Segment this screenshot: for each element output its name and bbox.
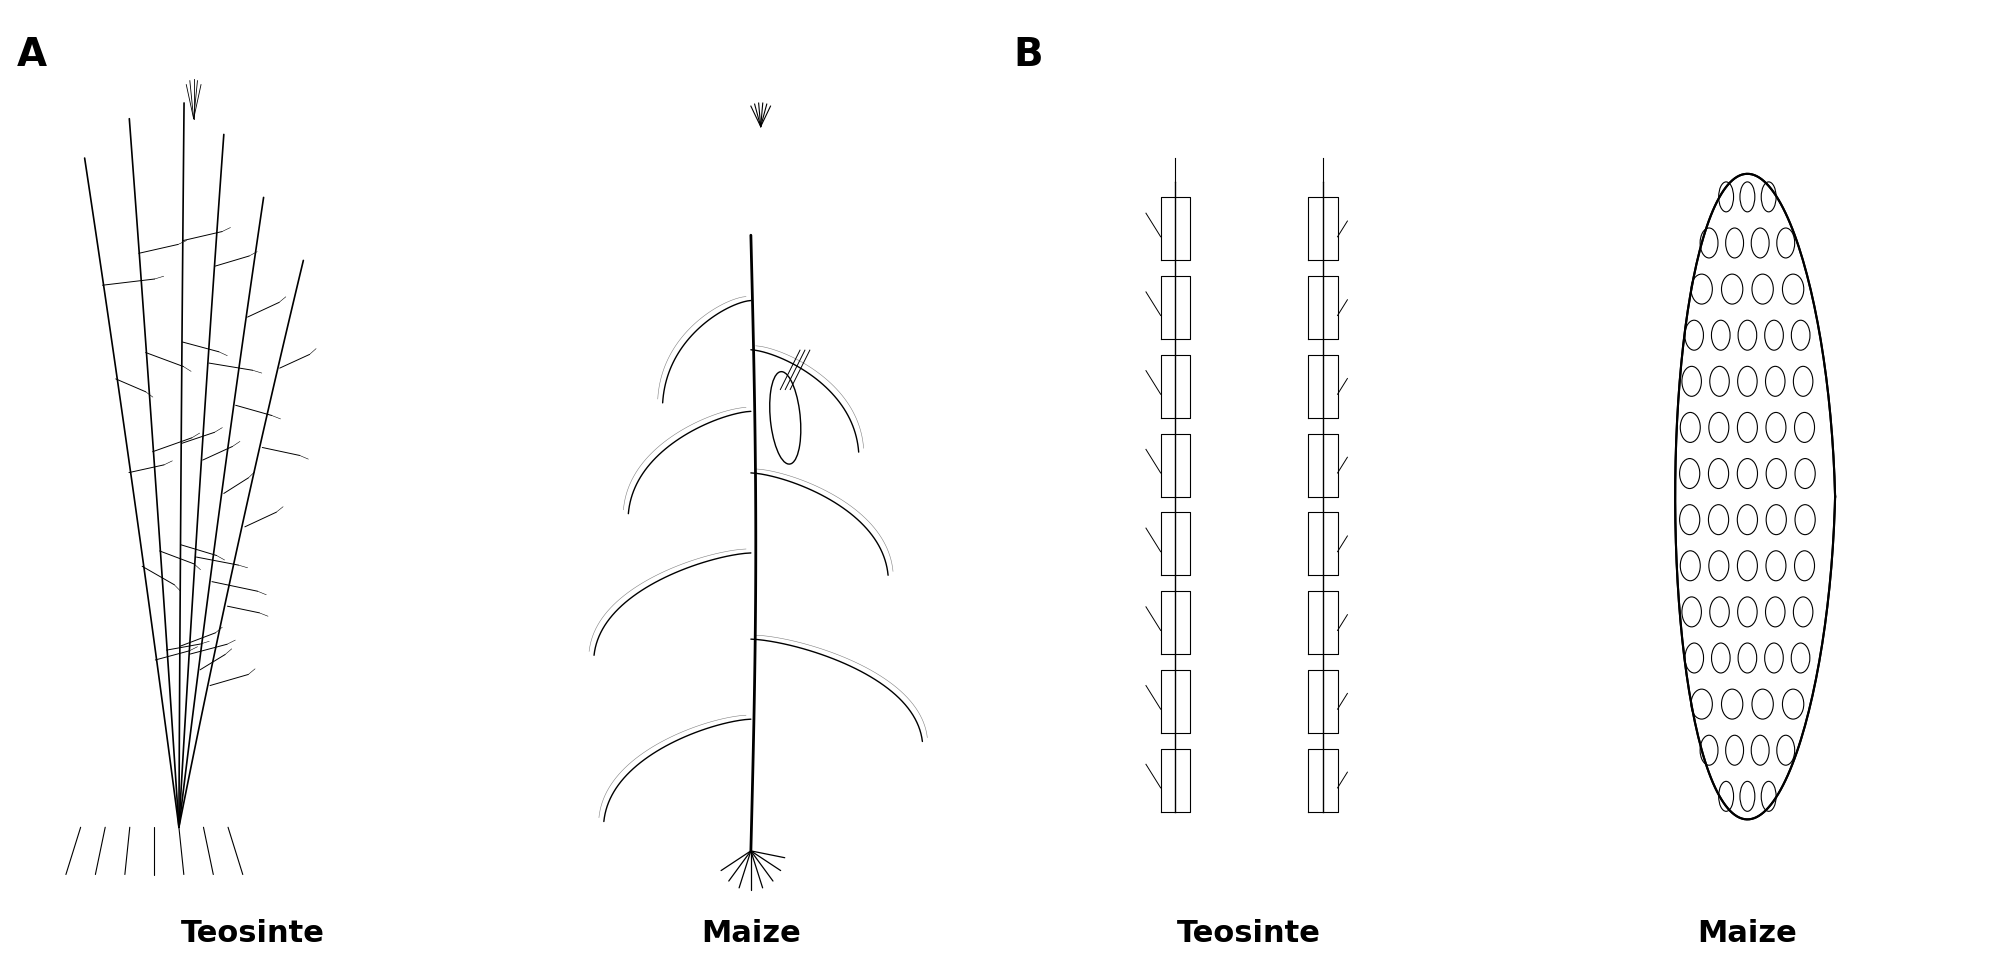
Ellipse shape bbox=[770, 372, 800, 464]
Text: Teosinte: Teosinte bbox=[1178, 918, 1322, 948]
Text: B: B bbox=[1014, 36, 1042, 74]
Text: Teosinte: Teosinte bbox=[180, 918, 324, 948]
Text: Maize: Maize bbox=[700, 918, 800, 948]
Text: A: A bbox=[16, 36, 46, 74]
Text: Maize: Maize bbox=[1698, 918, 1798, 948]
Polygon shape bbox=[1676, 173, 1836, 819]
